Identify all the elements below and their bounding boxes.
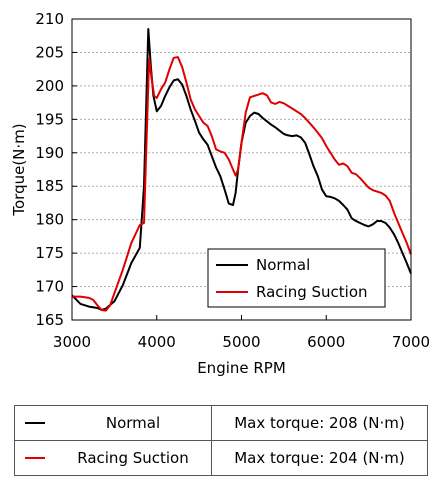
row-key-racing-suction: Racing Suction [14,440,212,476]
x-tick-label: 4000 [138,333,176,351]
x-tick-label: 7000 [392,333,430,351]
x-tick-label: 6000 [307,333,345,351]
row-series-name: Racing Suction [77,449,189,467]
y-tick-label: 190 [35,144,64,162]
row-series-name: Normal [105,414,161,432]
series-layer [71,28,412,312]
axis-ticks: 165 170 175 180 185 190 195 200 205 210 3000 4000 50… [35,10,430,351]
normal-line-swatch [25,422,45,424]
legend: Normal Racing Suction [207,248,386,308]
table-row: Racing Suction Max torque: 204 (N·m) [14,440,428,476]
legend-label-normal: Normal [256,256,310,274]
y-tick-label: 210 [35,10,64,28]
series-line-racing-suction [72,56,412,312]
x-tick-label: 5000 [222,333,260,351]
row-value: Max torque: 208 (N·m) [211,405,428,441]
x-axis-title: Engine RPM [197,359,286,377]
x-tick-label: 3000 [53,333,91,351]
y-tick-label: 170 [35,278,64,296]
y-axis-title: Torque(N·m) [10,123,28,216]
legend-label-racing-suction: Racing Suction [256,283,368,301]
y-tick-label: 185 [35,177,64,195]
row-key-normal: Normal [14,405,212,441]
y-tick-label: 180 [35,211,64,229]
row-value: Max torque: 204 (N·m) [211,440,428,476]
max-torque-table: Normal Max torque: 208 (N·m) Racing Suct… [14,405,428,476]
legend-box [207,248,386,308]
racing-suction-line-swatch [25,457,45,459]
table-row: Normal Max torque: 208 (N·m) [14,405,428,441]
y-tick-label: 175 [35,244,64,262]
torque-chart: 165 170 175 180 185 190 195 200 205 210 3000 4000 50… [10,10,430,377]
y-tick-label: 205 [35,43,64,61]
y-tick-label: 195 [35,110,64,128]
y-tick-label: 165 [35,311,64,329]
y-tick-label: 200 [35,77,64,95]
